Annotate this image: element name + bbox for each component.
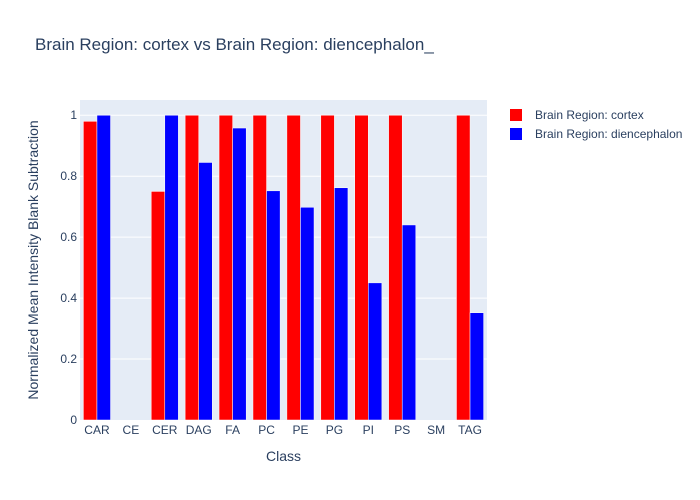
bar-diencephalon-pc [266, 190, 281, 421]
bar-cortex-dag [184, 114, 199, 421]
bar-cortex-tag [456, 114, 471, 421]
x-axis-ticks: CAR CE CER DAG FA PC PE PG PI PS SM TAG [84, 423, 482, 437]
x-tick-label: FA [225, 423, 240, 437]
bar-diencephalon-car [96, 114, 111, 421]
bar-diencephalon-tag [469, 312, 484, 421]
x-axis-title: Class [266, 448, 301, 464]
y-tick-label: 0.2 [60, 352, 77, 366]
x-tick-label: TAG [458, 423, 482, 437]
x-tick-label: CE [123, 423, 140, 437]
legend-swatch [510, 128, 522, 140]
bar-diencephalon-pg [334, 187, 349, 421]
x-tick-label: CAR [84, 423, 110, 437]
bar-cortex-car [83, 121, 98, 421]
y-axis-title: Normalized Mean Intensity Blank Subtract… [25, 120, 41, 399]
bar-diencephalon-cer [164, 114, 179, 421]
x-tick-label: DAG [186, 423, 212, 437]
bar-cortex-fa [218, 114, 233, 421]
y-tick-label: 0 [70, 413, 77, 427]
bar-cortex-ps [388, 114, 403, 421]
bar-cortex-pi [354, 114, 369, 421]
legend-swatch [510, 109, 522, 121]
bars [83, 114, 484, 421]
bar-diencephalon-fa [232, 127, 247, 421]
y-tick-label: 0.4 [60, 291, 77, 305]
x-tick-label: CER [152, 423, 178, 437]
bar-diencephalon-pe [300, 207, 315, 421]
bar-cortex-pg [320, 114, 335, 421]
plot-area [80, 100, 487, 420]
bar-diencephalon-pi [368, 282, 383, 421]
bar-diencephalon-dag [198, 162, 213, 421]
legend: Brain Region: cortex Brain Region: dience… [510, 108, 682, 141]
x-tick-label: PS [394, 423, 410, 437]
y-axis-ticks: 0 0.2 0.4 0.6 0.8 1 [60, 108, 77, 427]
bar-cortex-pe [286, 114, 301, 421]
gridlines [80, 114, 487, 360]
x-tick-label: PI [363, 423, 374, 437]
x-tick-label: PC [258, 423, 275, 437]
legend-label: Brain Region: diencephalon [535, 127, 682, 141]
y-tick-label: 1 [70, 108, 77, 122]
bar-diencephalon-ps [401, 224, 417, 421]
x-tick-label: PE [292, 423, 308, 437]
bar-cortex-cer [150, 191, 166, 421]
y-tick-label: 0.6 [60, 230, 77, 244]
chart-title: Brain Region: cortex vs Brain Region: di… [35, 35, 434, 54]
legend-label: Brain Region: cortex [535, 108, 644, 122]
bar-cortex-pc [252, 114, 267, 421]
x-tick-label: SM [427, 423, 445, 437]
y-tick-label: 0.8 [60, 169, 77, 183]
x-tick-label: PG [326, 423, 343, 437]
